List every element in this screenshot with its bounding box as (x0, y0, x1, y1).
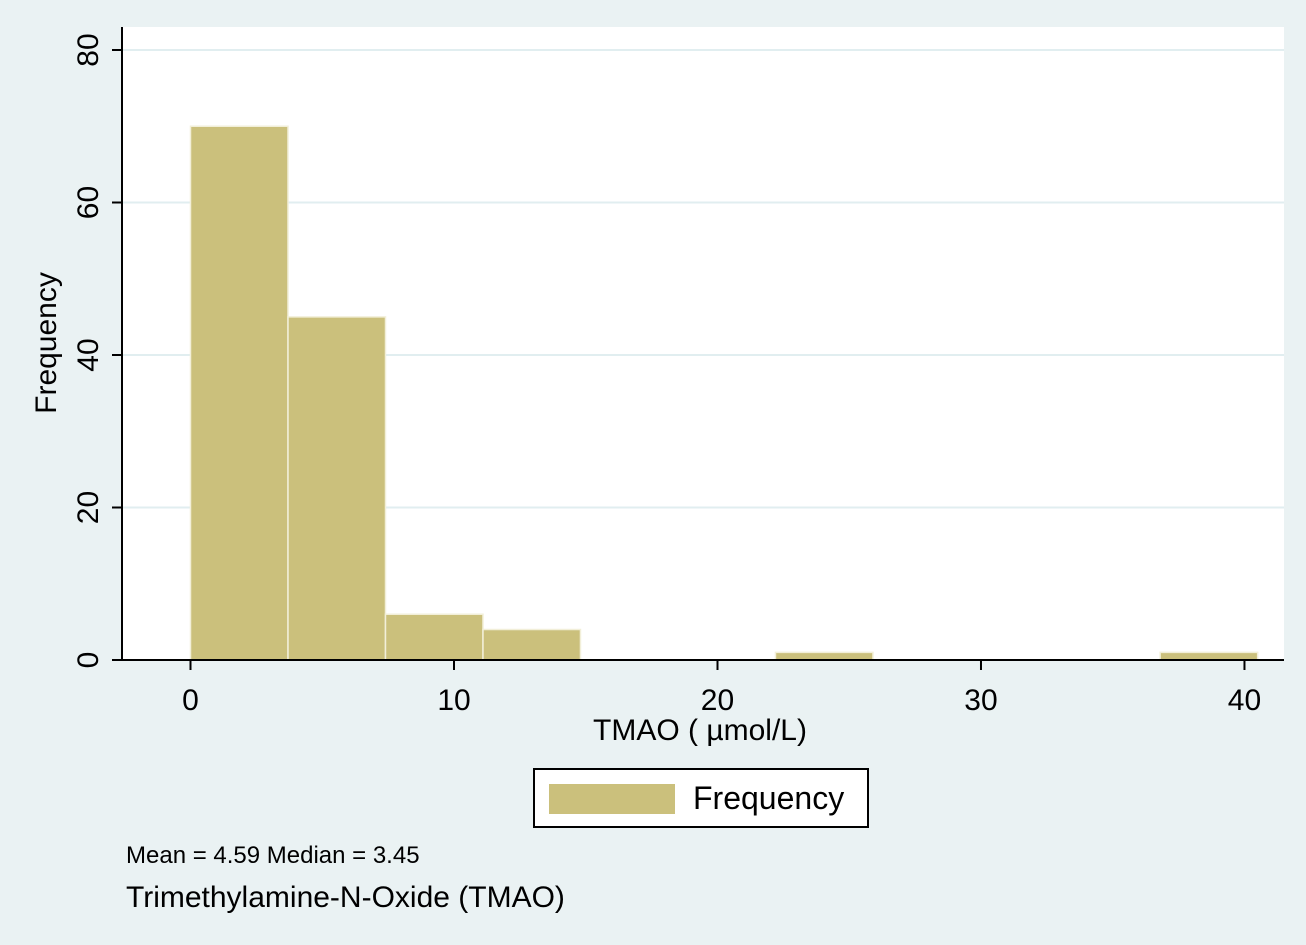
x-tick-label: 10 (437, 684, 470, 717)
histogram-bar (1159, 651, 1259, 661)
x-tick-label: 0 (182, 684, 199, 717)
histogram-bar (384, 613, 484, 661)
histogram-bar (774, 651, 874, 661)
x-tick-label: 40 (1228, 684, 1261, 717)
x-tick-label: 20 (701, 684, 734, 717)
axes: 0 20 40 60 80 0 10 20 30 40 (72, 27, 1284, 717)
histogram-bar (287, 316, 387, 661)
summary-note: Mean = 4.59 Median = 3.45 (126, 842, 420, 869)
histogram-bar (189, 125, 289, 661)
x-tick-label: 30 (964, 684, 997, 717)
histogram-bar (482, 628, 582, 661)
y-axis-title: Frequency (30, 272, 63, 414)
legend-swatch (549, 784, 675, 814)
y-tick-label: 40 (72, 338, 105, 371)
legend-label: Frequency (693, 780, 845, 816)
y-tick-label: 60 (72, 186, 105, 219)
y-tick-label: 20 (72, 491, 105, 524)
legend: Frequency (533, 768, 869, 828)
y-tick-label: 0 (72, 652, 105, 669)
y-tick-label: 80 (72, 33, 105, 66)
chart-caption: Trimethylamine-N-Oxide (TMAO) (126, 881, 565, 914)
x-axis-title: TMAO ( µmol/L) (593, 714, 807, 747)
